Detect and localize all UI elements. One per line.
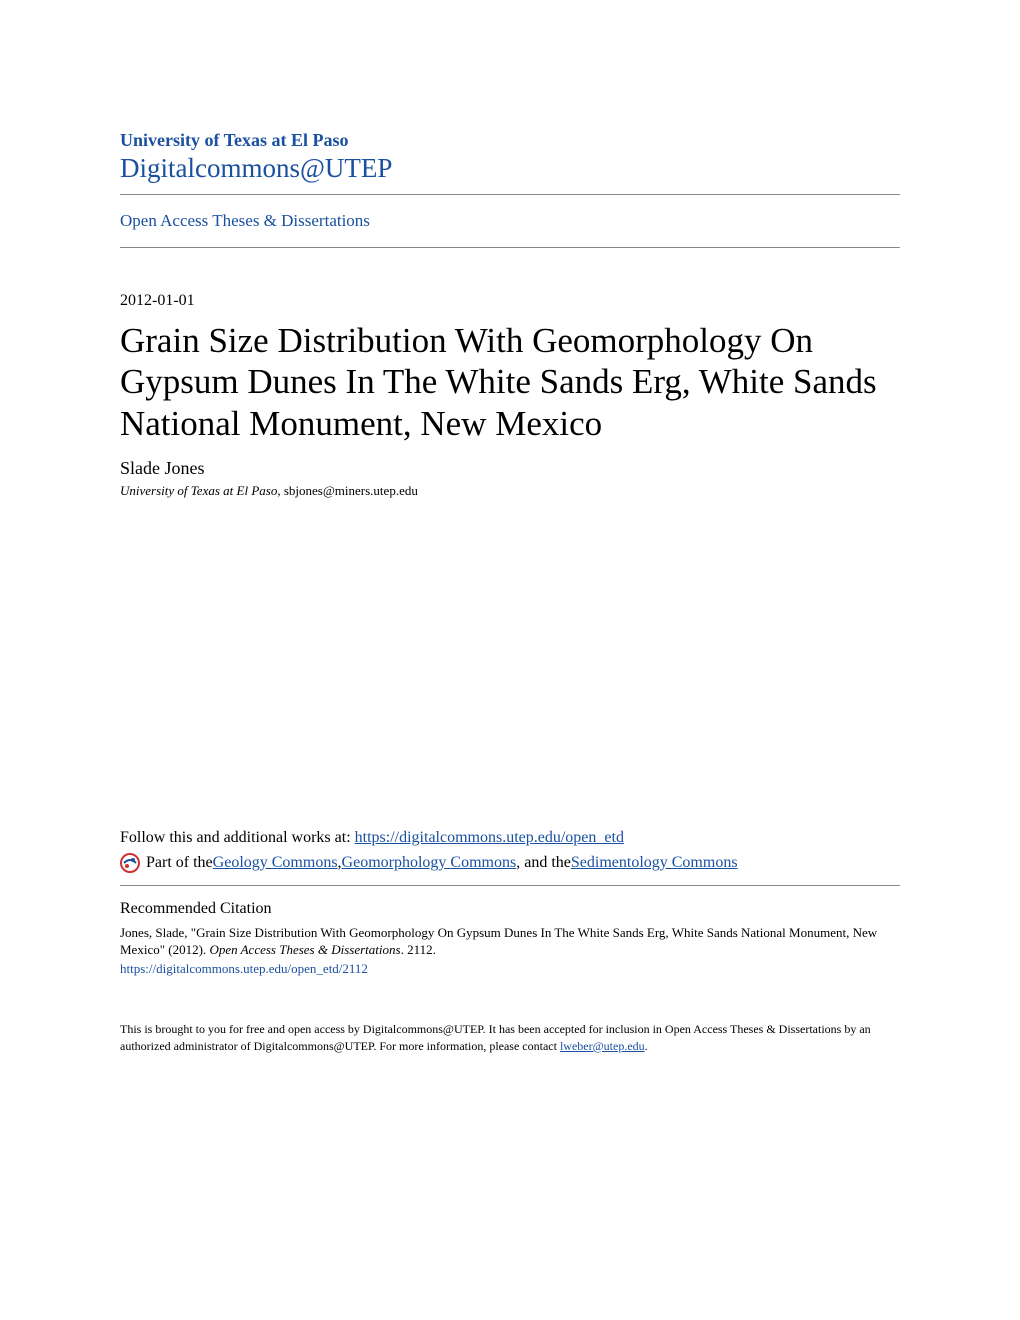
network-link-geology[interactable]: Geology Commons xyxy=(213,854,338,872)
network-sep2: , and the xyxy=(516,854,571,872)
footer-section: This is brought to you for free and open… xyxy=(120,1021,900,1055)
citation-part2: . 2112. xyxy=(401,942,436,957)
citation-text: Jones, Slade, "Grain Size Distribution W… xyxy=(120,924,900,959)
section-link[interactable]: Open Access Theses & Dissertations xyxy=(120,195,900,247)
follow-link[interactable]: https://digitalcommons.utep.edu/open_etd xyxy=(355,829,624,846)
affiliation-email: , sbjones@miners.utep.edu xyxy=(277,483,418,498)
citation-italic: Open Access Theses & Dissertations xyxy=(209,942,400,957)
publication-date: 2012-01-01 xyxy=(120,292,900,310)
affiliation-institution: University of Texas at El Paso xyxy=(120,483,277,498)
author-affiliation: University of Texas at El Paso, sbjones@… xyxy=(120,483,900,499)
footer-part2: . xyxy=(645,1039,648,1053)
network-row: Part of the Geology Commons , Geomorphol… xyxy=(120,853,900,873)
follow-prefix: Follow this and additional works at: xyxy=(120,829,355,846)
author-name: Slade Jones xyxy=(120,458,900,479)
network-prefix: Part of the xyxy=(146,854,213,872)
citation-heading: Recommended Citation xyxy=(120,900,900,918)
footer-contact-link[interactable]: lweber@utep.edu xyxy=(560,1039,645,1053)
citation-section: Recommended Citation Jones, Slade, "Grai… xyxy=(120,900,900,977)
network-link-sedimentology[interactable]: Sedimentology Commons xyxy=(571,854,738,872)
paper-title: Grain Size Distribution With Geomorpholo… xyxy=(120,320,900,444)
divider-mid xyxy=(120,247,900,248)
university-name[interactable]: University of Texas at El Paso xyxy=(120,130,900,151)
follow-text: Follow this and additional works at: htt… xyxy=(120,829,900,847)
footer-part1: This is brought to you for free and open… xyxy=(120,1022,871,1053)
citation-link[interactable]: https://digitalcommons.utep.edu/open_etd… xyxy=(120,961,900,977)
network-icon xyxy=(120,853,140,873)
divider-citation xyxy=(120,885,900,886)
network-link-geomorphology[interactable]: Geomorphology Commons xyxy=(342,854,517,872)
footer-text: This is brought to you for free and open… xyxy=(120,1021,900,1055)
site-name[interactable]: Digitalcommons@UTEP xyxy=(120,153,900,184)
follow-section: Follow this and additional works at: htt… xyxy=(120,829,900,873)
header: University of Texas at El Paso Digitalco… xyxy=(120,130,900,184)
